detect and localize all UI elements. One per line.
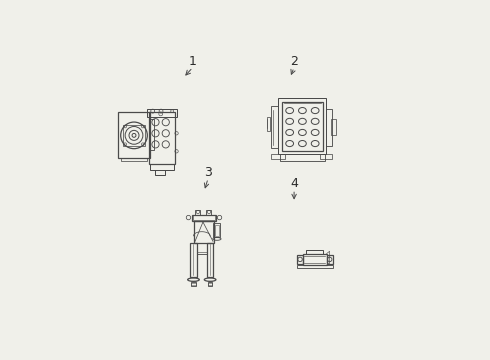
Bar bbox=[271, 106, 278, 148]
Bar bbox=[215, 225, 219, 236]
Bar bbox=[271, 154, 285, 159]
Bar bbox=[267, 117, 270, 131]
Bar bbox=[192, 215, 216, 221]
Bar bbox=[194, 221, 215, 243]
Bar bbox=[331, 120, 336, 135]
Bar bbox=[150, 164, 173, 170]
Bar bbox=[123, 125, 145, 146]
Bar bbox=[326, 109, 332, 147]
Bar bbox=[206, 210, 212, 215]
Bar bbox=[147, 109, 176, 117]
Text: 4: 4 bbox=[290, 177, 298, 190]
Bar bbox=[155, 170, 165, 175]
Bar bbox=[190, 243, 197, 278]
Bar bbox=[191, 282, 196, 286]
Bar bbox=[208, 282, 212, 286]
Bar bbox=[320, 154, 332, 159]
Bar bbox=[297, 255, 303, 264]
Bar bbox=[148, 112, 175, 164]
Bar bbox=[207, 243, 214, 278]
Bar bbox=[306, 250, 323, 253]
Bar bbox=[282, 102, 322, 150]
Bar bbox=[297, 265, 333, 268]
Text: 2: 2 bbox=[290, 55, 298, 68]
Bar bbox=[278, 98, 326, 154]
Bar bbox=[327, 255, 333, 264]
Text: 3: 3 bbox=[204, 166, 212, 179]
Bar bbox=[194, 215, 215, 220]
Text: 1: 1 bbox=[189, 55, 197, 68]
Bar bbox=[279, 154, 325, 161]
Bar bbox=[214, 223, 220, 237]
Bar bbox=[148, 120, 153, 150]
Bar bbox=[196, 210, 200, 215]
Bar bbox=[118, 112, 150, 158]
Bar bbox=[303, 253, 327, 265]
Bar bbox=[121, 158, 147, 161]
